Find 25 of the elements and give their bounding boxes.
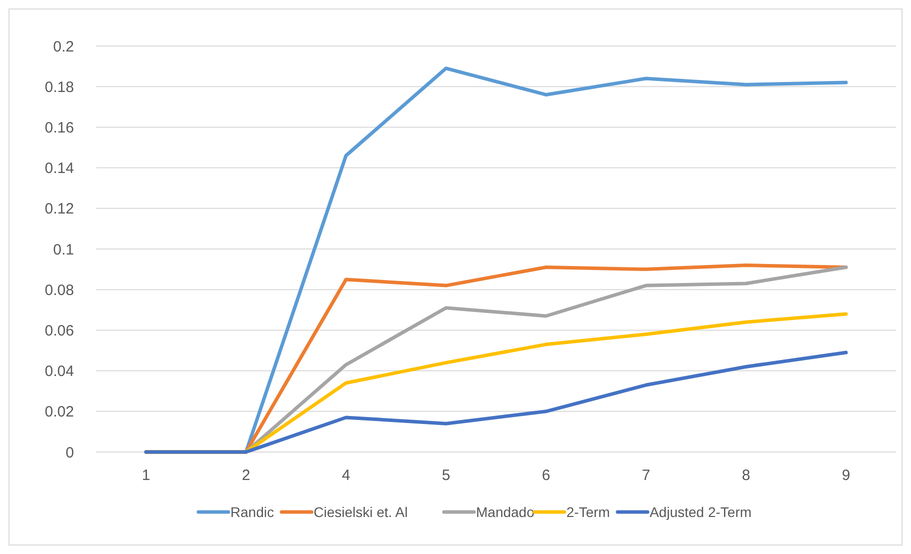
- y-tick-label: 0.02: [44, 404, 74, 421]
- y-tick-label: 0.18: [44, 78, 74, 96]
- y-tick-label: 0.04: [44, 363, 74, 380]
- y-tick-label: 0.12: [44, 200, 74, 218]
- x-tick-label: 4: [342, 467, 350, 484]
- y-tick-label: 0.08: [44, 282, 74, 299]
- x-tick-label: 7: [642, 467, 650, 484]
- x-tick-label: 5: [442, 467, 450, 484]
- legend-label: Adjusted 2-Term: [650, 504, 752, 520]
- legend-label: Mandado: [476, 504, 535, 520]
- y-tick-label: 0.14: [44, 160, 74, 178]
- x-tick-label: 9: [842, 467, 850, 484]
- y-tick-label: 0: [66, 444, 74, 462]
- x-tick-label: 6: [542, 467, 550, 484]
- y-tick-label: 0.2: [53, 38, 74, 56]
- x-tick-label: 2: [242, 467, 250, 484]
- x-tick-label: 1: [142, 467, 150, 484]
- legend-label: Randic: [230, 504, 274, 520]
- legend-label: Ciesielski et. Al: [314, 504, 408, 520]
- x-tick-label: 8: [742, 467, 750, 484]
- line-series: [144, 350, 848, 454]
- y-tick-label: 0.1: [53, 241, 74, 258]
- y-tick-label: 0.16: [44, 119, 74, 136]
- y-tick-label: 0.06: [44, 322, 74, 340]
- legend-label: 2-Term: [566, 504, 610, 520]
